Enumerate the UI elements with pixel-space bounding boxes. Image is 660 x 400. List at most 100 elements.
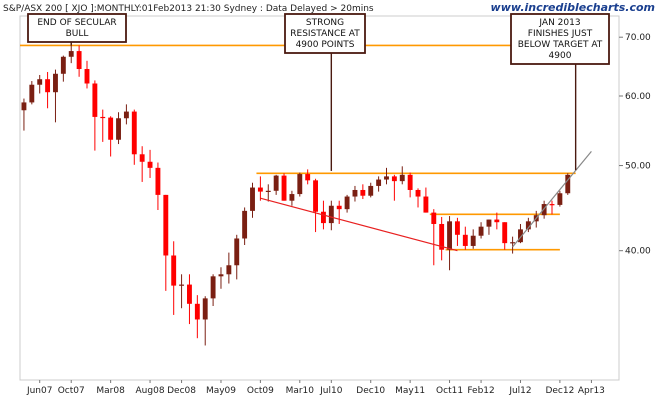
candle-body [281,175,287,201]
site-link[interactable]: www.incrediblecharts.com [491,1,655,14]
candle [407,172,413,198]
candle-body [131,111,137,155]
candle-body [45,79,51,93]
candle [281,173,287,201]
x-tick-label: Feb12 [467,386,494,396]
candle [194,295,200,339]
candle-body [423,196,429,213]
candle-body [108,117,114,140]
candle [470,229,476,249]
candle-body [84,69,90,84]
candle-body [60,56,66,74]
candle [242,207,248,246]
candle [108,116,114,157]
candle [68,44,74,64]
candle [289,190,295,206]
candle-body [518,229,523,243]
candle [541,200,547,219]
candle [210,274,216,307]
candle [84,60,90,89]
candle [478,222,484,239]
candle-body [368,185,374,196]
candle-body [123,111,129,119]
candle [494,212,500,230]
candle [116,112,121,145]
candle-body [391,176,397,182]
trend-lines [260,150,592,252]
candle [202,296,208,346]
x-tick-label: Mar08 [96,386,125,396]
plot-frame [19,15,620,381]
annotation-text: JAN 2013 [538,18,580,28]
candle [376,176,382,192]
annotation-frame [27,13,127,43]
candle-body [454,221,460,235]
candle [486,219,492,235]
annotation-text: BULL [66,29,89,39]
candle-body [21,102,27,111]
candle [549,200,555,215]
candle-body [470,235,476,246]
candle [179,274,185,309]
candle-body [92,83,98,117]
candle [525,217,531,233]
candle-body [187,284,192,304]
candle [92,80,98,151]
candle [218,267,224,289]
trend-declining-support [260,197,458,252]
candle-body [147,161,153,168]
candle [352,185,358,202]
candle [37,74,43,94]
candle [45,71,51,109]
candle-body [163,194,169,256]
candle-body [297,174,303,195]
candle [360,184,366,200]
annotation-frame [284,13,366,54]
x-axis: Jun07 Oct07 Mar08 Aug08 Dec08 May09 Oct09 Mar10… [26,380,605,396]
candle [313,178,319,233]
y-tick-label: 40.00 [625,247,651,257]
candle-body [557,193,563,205]
candle-body [447,221,452,250]
candle [510,236,516,254]
candle-body [76,51,82,70]
candle-body [179,284,185,286]
candle [131,109,137,165]
candle [328,200,334,231]
candle-body [194,303,200,320]
x-tick-label: Jul10 [319,386,343,396]
candle-body [407,174,413,190]
y-axis: 40.00 50.00 60.00 70.00 [619,33,651,257]
candle [123,104,129,125]
candle-body [320,211,326,224]
candle-body [549,204,555,206]
annotation-text: BELOW TARGET AT [518,40,603,50]
x-tick-label: May09 [206,386,236,396]
candle-body [336,205,342,210]
candle-body [431,212,437,224]
candle-body [305,174,311,181]
x-tick-label: Mar10 [286,386,315,396]
candle-body [265,190,271,192]
candle [454,217,460,246]
candle [297,172,303,197]
candle [187,274,192,325]
x-tick-label: Dec08 [167,386,196,396]
candle [163,194,169,291]
candle [226,252,232,284]
y-tick-label: 60.00 [625,92,651,102]
candle-body [289,194,295,201]
candle-body [439,223,445,250]
annotation-text: 4900 POINTS [296,40,355,50]
candle-body [155,167,161,195]
x-tick-label: Oct07 [58,386,85,396]
candle [257,176,263,201]
candle [399,166,405,185]
candle-body [399,174,405,182]
candle-body [139,154,145,162]
annotation-text: 4900 [549,51,572,61]
candle-body [328,205,334,224]
y-tick-label: 70.00 [625,33,651,43]
candle [60,55,66,82]
